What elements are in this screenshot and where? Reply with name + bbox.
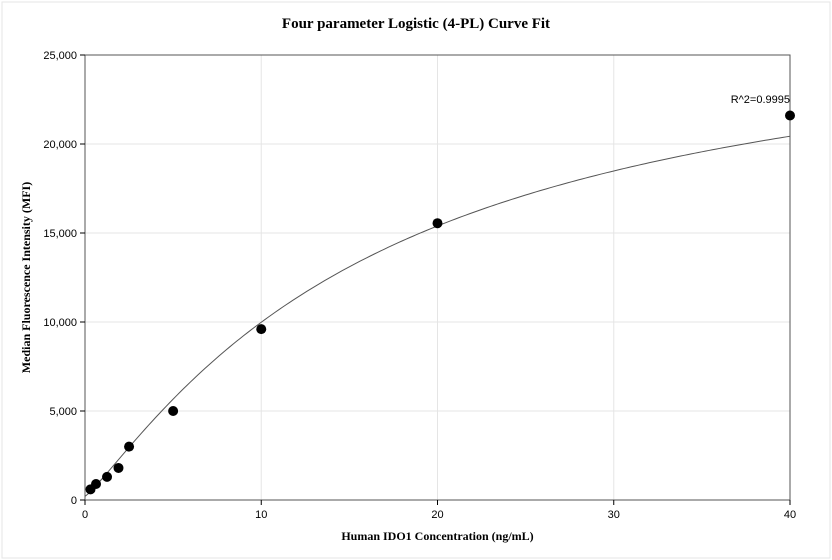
xtick-label: 20 — [431, 509, 443, 521]
ytick-label: 5,000 — [49, 406, 77, 418]
xtick-label: 10 — [255, 509, 267, 521]
xtick-label: 40 — [784, 509, 796, 521]
ytick-label: 10,000 — [43, 317, 77, 329]
data-point — [102, 472, 112, 482]
xtick-label: 30 — [608, 509, 620, 521]
outer-border — [2, 2, 830, 558]
chart-title: Four parameter Logistic (4-PL) Curve Fit — [282, 16, 550, 32]
data-point — [785, 111, 795, 121]
ytick-label: 15,000 — [43, 228, 77, 240]
xtick-label: 0 — [82, 509, 88, 521]
chart-container: Four parameter Logistic (4-PL) Curve Fit… — [0, 0, 832, 560]
x-axis-label: Human IDO1 Concentration (ng/mL) — [341, 529, 533, 543]
data-point — [433, 218, 443, 228]
data-point — [124, 442, 134, 452]
data-point — [113, 463, 123, 473]
data-point — [256, 324, 266, 334]
chart-svg: Four parameter Logistic (4-PL) Curve Fit… — [0, 0, 832, 560]
y-axis-label: Median Fluorescence Intensity (MFI) — [19, 182, 33, 373]
data-point — [91, 479, 101, 489]
r-squared-annotation: R^2=0.9995 — [731, 94, 790, 106]
ytick-label: 25,000 — [43, 50, 77, 62]
ytick-label: 20,000 — [43, 139, 77, 151]
ytick-label: 0 — [71, 495, 77, 507]
data-point — [168, 406, 178, 416]
